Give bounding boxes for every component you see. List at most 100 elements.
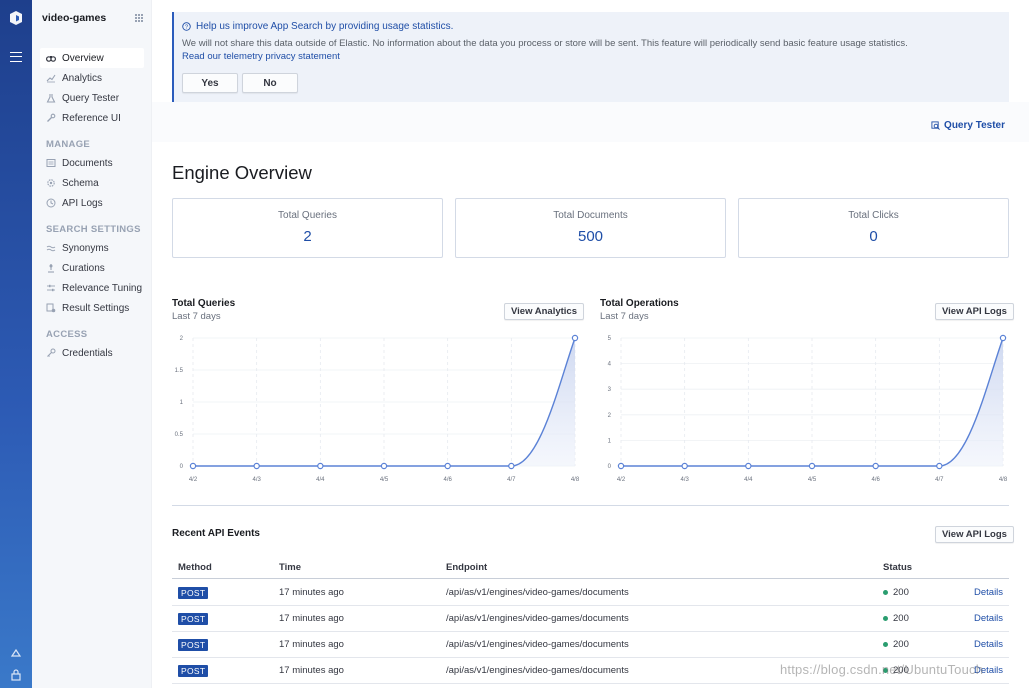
sidebar-item-api-logs[interactable]: API Logs (40, 193, 144, 213)
column-header-status[interactable]: Status (883, 561, 913, 573)
data-point (681, 462, 688, 470)
event-endpoint: /api/as/v1/engines/video-games/documents (446, 613, 629, 624)
data-point (617, 462, 625, 470)
sidebar-item-result-settings[interactable]: Result Settings (40, 298, 144, 318)
help-circle-icon: ? (182, 22, 191, 31)
details-link[interactable]: Details (974, 587, 1004, 598)
details-link[interactable]: Details (974, 639, 1004, 650)
gear-icon (47, 179, 55, 187)
status-dot-icon (883, 616, 888, 621)
status-code: 200 (893, 665, 909, 676)
sidebar-item-label: Reference UI (62, 112, 121, 124)
sidebar-item-credentials[interactable]: Credentials (40, 343, 144, 363)
series-line (193, 337, 576, 467)
method-badge: POST (178, 612, 209, 625)
main-content: ? Help us improve App Search by providin… (152, 0, 1029, 688)
sidebar-item-reference-ui[interactable]: Reference UI (40, 108, 144, 128)
sidebar-item-label: Documents (62, 157, 113, 169)
sidebar-item-label: Query Tester (62, 92, 120, 104)
y-tick-label: 0.5 (175, 432, 184, 438)
x-tick-label: 4/3 (680, 477, 689, 483)
stat-label: Total Queries (278, 210, 337, 221)
curations-icon (48, 264, 54, 273)
sidebar-item-label: Relevance Tuning (62, 282, 143, 294)
view-analytics-button[interactable]: View Analytics (504, 303, 585, 320)
sidebar-item-analytics[interactable]: Analytics (40, 68, 144, 88)
page-title: Engine Overview (172, 162, 312, 183)
status-code: 200 (893, 613, 909, 624)
clock-icon (46, 198, 56, 208)
yes-button[interactable]: Yes (182, 73, 238, 93)
event-status: 200 (883, 606, 909, 631)
x-tick-label: 4/2 (189, 477, 198, 483)
data-point (317, 462, 324, 470)
column-header-endpoint[interactable]: Endpoint (446, 561, 488, 573)
event-status: 200 (883, 632, 909, 657)
column-header-method[interactable]: Method (178, 561, 212, 573)
x-tick-label: 4/7 (935, 477, 944, 483)
method-badge: POST (178, 664, 209, 677)
sidebar-item-label: Overview (62, 52, 104, 64)
view-api-logs-button[interactable]: View API Logs (935, 303, 1014, 320)
apps-grid-icon[interactable] (135, 14, 143, 22)
operations-chart-subtitle: Last 7 days (600, 311, 649, 322)
x-tick-label: 4/8 (571, 477, 580, 483)
data-point (380, 462, 388, 470)
data-point (444, 462, 451, 470)
sidebar-item-documents[interactable]: Documents (40, 153, 144, 173)
view-api-logs-button-events[interactable]: View API Logs (935, 526, 1014, 543)
telemetry-privacy-link[interactable]: Read our telemetry privacy statement (182, 51, 340, 62)
column-header-time[interactable]: Time (279, 561, 302, 573)
result-settings-icon (46, 303, 56, 313)
table-row: POST 17 minutes ago /api/as/v1/engines/v… (172, 580, 1009, 606)
stat-value: 2 (303, 228, 312, 245)
events-table-header: Method Time Endpoint Status (172, 556, 1009, 579)
watermark: https://blog.csdn.net/UbuntuTouch (780, 662, 984, 677)
y-tick-label: 0 (180, 464, 184, 470)
sidebar-item-query-tester[interactable]: Query Tester (40, 88, 144, 108)
x-tick-label: 4/5 (808, 477, 817, 483)
callout-title: ? Help us improve App Search by providin… (182, 21, 453, 32)
svg-text:?: ? (185, 25, 189, 31)
table-row: POST 17 minutes ago /api/as/v1/engines/v… (172, 606, 1009, 632)
lock-icon[interactable] (9, 668, 23, 682)
table-row: POST 17 minutes ago /api/as/v1/engines/v… (172, 632, 1009, 658)
y-tick-label: 1 (180, 400, 184, 406)
sidebar-item-schema[interactable]: Schema (40, 173, 144, 193)
sidebar-item-curations[interactable]: Curations (40, 258, 144, 278)
series-area (621, 338, 1003, 466)
menu-toggle-icon[interactable] (10, 52, 22, 62)
stat-label: Total Documents (553, 210, 628, 221)
x-tick-label: 4/6 (443, 477, 452, 483)
event-endpoint: /api/as/v1/engines/video-games/documents (446, 587, 629, 598)
data-point (571, 334, 579, 342)
details-link[interactable]: Details (974, 613, 1004, 624)
section-heading-manage: MANAGE (46, 139, 91, 150)
stat-card-total-documents: Total Documents 500 (455, 198, 726, 258)
series-line (621, 337, 1004, 467)
synonyms-icon (46, 245, 56, 252)
queries-chart-subtitle: Last 7 days (172, 311, 221, 322)
event-endpoint: /api/as/v1/engines/video-games/documents (446, 639, 629, 650)
no-button[interactable]: No (242, 73, 298, 93)
x-tick-label: 4/4 (744, 477, 753, 483)
help-icon[interactable] (9, 646, 23, 660)
sidebar-item-synonyms[interactable]: Synonyms (40, 238, 144, 258)
y-tick-label: 1 (608, 438, 612, 444)
details-link[interactable]: Details (974, 665, 1004, 676)
sidebar-item-label: Synonyms (62, 242, 109, 254)
status-dot-icon (883, 590, 888, 595)
event-time: 17 minutes ago (279, 613, 344, 624)
y-tick-label: 5 (608, 336, 612, 342)
x-tick-label: 4/7 (507, 477, 516, 483)
query-tester-link-label: Query Tester (944, 120, 1005, 131)
callout-title-text: Help us improve App Search by providing … (196, 21, 454, 32)
app-search-logo-icon[interactable] (7, 9, 25, 27)
sidebar-item-overview[interactable]: Overview (40, 48, 144, 68)
queries-chart-title: Total Queries (172, 298, 236, 309)
query-tester-link[interactable]: Query Tester (931, 120, 1005, 131)
sidebar-item-relevance-tuning[interactable]: Relevance Tuning (40, 278, 144, 298)
sidebar-item-label: Result Settings (62, 302, 130, 314)
engine-name: video-games (42, 12, 107, 24)
recent-api-events-title: Recent API Events (172, 528, 260, 539)
